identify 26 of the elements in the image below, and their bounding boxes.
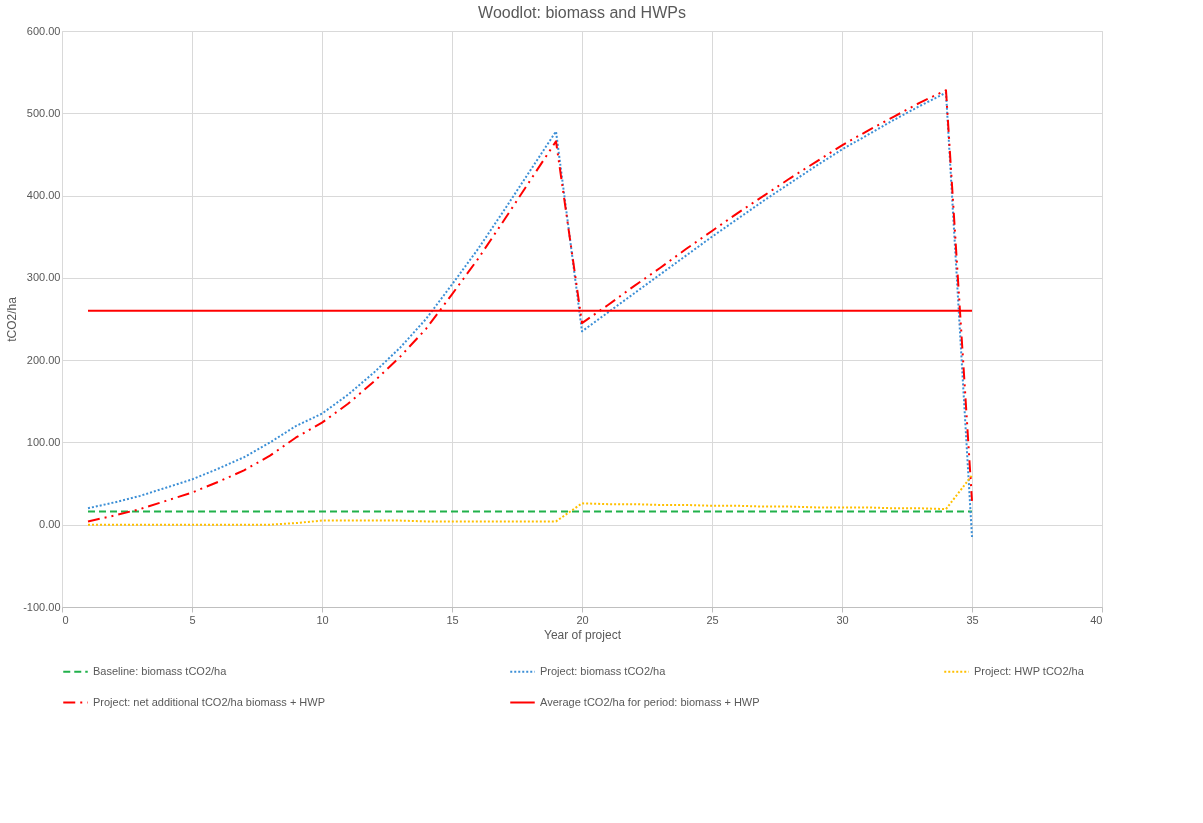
x-tick-label: 10 (316, 613, 329, 626)
x-tick-label: 35 (966, 613, 979, 626)
legend-label: Project: biomass tCO2/ha (540, 664, 667, 677)
line-series (87, 474, 973, 526)
y-axis-title: tCO2/ha (5, 296, 20, 342)
x-tick-label: 15 (446, 613, 459, 626)
y-tick-label: 600.00 (26, 24, 61, 37)
y-tick-label: 100.00 (26, 435, 61, 448)
x-tick-label: 5 (189, 613, 196, 626)
y-tick-label: 500.00 (26, 106, 61, 119)
x-tick-label: 30 (836, 613, 849, 626)
x-tick-label: 20 (576, 613, 589, 626)
legend-label: Project: net additional tCO2/ha biomass + HWP (93, 695, 326, 708)
legend-label: Average tCO2/ha for period: biomass + HWP (540, 695, 760, 708)
x-tick-label: 25 (706, 613, 719, 626)
y-tick-label: 400.00 (26, 189, 61, 202)
y-tick-label: 300.00 (26, 271, 61, 284)
y-tick-label: -100.00 (23, 600, 61, 613)
y-tick-label: 200.00 (26, 353, 61, 366)
x-tick-label: 40 (1090, 613, 1103, 626)
legend-label: Project: HWP tCO2/ha (974, 664, 1085, 677)
chart-title: Woodlot: biomass and HWPs (478, 4, 686, 21)
x-axis-title: Year of project (544, 627, 622, 642)
x-tick-label: 0 (62, 613, 69, 626)
y-tick-label: 0.00 (39, 518, 61, 531)
legend-label: Baseline: biomass tCO2/ha (93, 664, 228, 677)
